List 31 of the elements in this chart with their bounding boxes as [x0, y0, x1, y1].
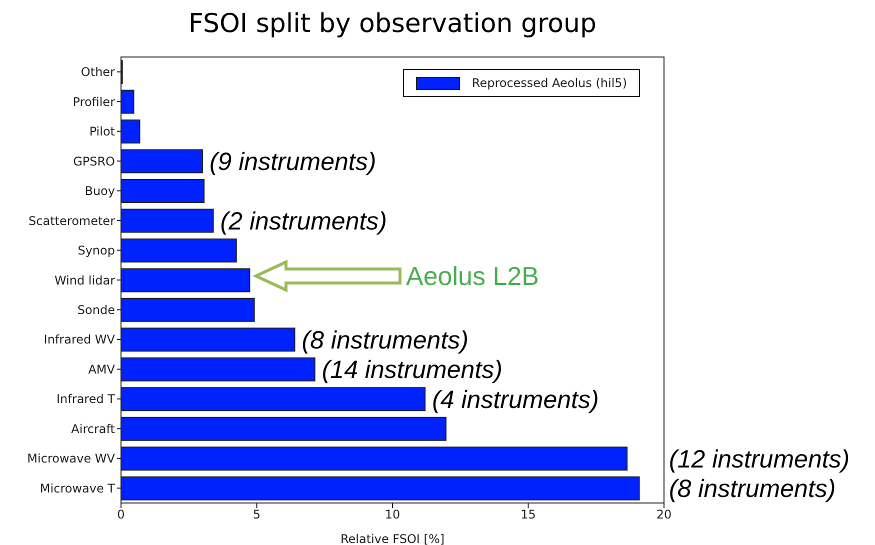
y-tick-label: Aircraft: [71, 422, 116, 436]
annotation: (12 instruments): [669, 445, 850, 474]
annotation: (2 instruments): [220, 208, 388, 236]
y-tick-label: Other: [80, 65, 116, 80]
x-tick-label: 15: [520, 508, 536, 522]
annotation: (8 instruments): [302, 326, 468, 354]
y-tick-label: Microwave T: [40, 481, 116, 496]
annotation: (9 instruments): [209, 148, 376, 176]
y-tick-label: Scatterometer: [28, 214, 116, 228]
y-tick-label: Infrared T: [56, 392, 116, 406]
y-tick-label: Sonde: [77, 302, 115, 317]
y-tick-label: Infrared WV: [44, 332, 116, 347]
x-tick-label: 0: [117, 508, 125, 522]
annotation: Aeolus L2B: [406, 261, 539, 291]
x-axis-title: Relative FSOI [%]: [340, 532, 445, 545]
chart-title: FSOI split by observation group: [188, 9, 597, 39]
x-tick-label: 20: [656, 508, 672, 522]
x-tick-label: 10: [384, 508, 400, 522]
y-tick-label: GPSRO: [73, 154, 115, 168]
legend-label: Reprocessed Aeolus (hil5): [470, 76, 627, 90]
y-tick-label: Synop: [78, 244, 115, 258]
y-tick-label: Profiler: [72, 94, 116, 109]
y-tick-label: AMV: [88, 362, 116, 376]
annotation: (8 instruments): [669, 475, 836, 504]
annotation: (14 instruments): [322, 356, 502, 384]
y-tick-label: Pilot: [89, 124, 116, 139]
y-tick-label: Buoy: [84, 184, 115, 198]
annotation: (4 instruments): [432, 386, 599, 414]
y-tick-label: Microwave WV: [27, 452, 116, 466]
y-tick-label: Wind lidar: [54, 273, 116, 288]
x-tick-label: 5: [252, 508, 261, 522]
